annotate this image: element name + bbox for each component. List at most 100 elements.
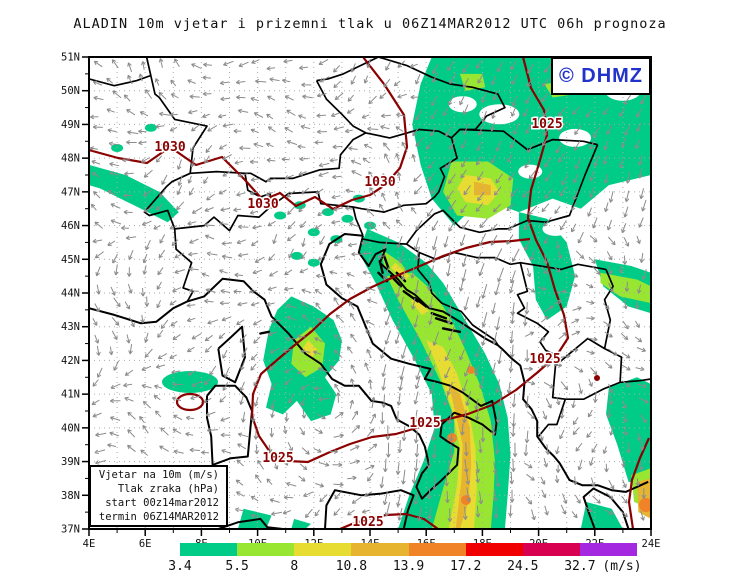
isobar-line <box>627 437 651 529</box>
country-border <box>245 132 367 183</box>
wind-speed-fill <box>144 123 157 132</box>
colorbar-tick-label: 24.5 <box>507 559 539 574</box>
lat-tick-label: 48N <box>61 153 80 165</box>
isobar-label: 1025 <box>409 416 440 431</box>
country-border <box>459 128 598 151</box>
country-border <box>145 57 152 76</box>
wind-speed-fill <box>447 433 457 443</box>
island <box>413 296 428 308</box>
lat-tick-label: 42N <box>61 355 80 367</box>
lat-tick-label: 49N <box>61 119 80 131</box>
lon-tick-label: 24E <box>642 538 661 550</box>
country-border <box>520 261 607 271</box>
lat-tick-label: 39N <box>61 456 80 468</box>
colorbar-tick-label: 10.8 <box>335 559 368 574</box>
isobar-label: 1030 <box>154 140 185 155</box>
country-border <box>316 57 379 82</box>
isobar-label: 1025 <box>531 117 562 132</box>
island <box>259 330 270 335</box>
page-title: ALADIN 10m vjetar i prizemni tlak u 06Z1… <box>73 16 667 32</box>
lat-tick-label: 41N <box>61 389 80 401</box>
island <box>378 259 384 274</box>
wind-speed-colorbar: (m/s) 3.4 5.5 8 10.8 13.9 17.2 24.5 32.7 <box>168 543 660 579</box>
coastline <box>324 489 415 529</box>
lat-tick-label: 43N <box>61 321 80 333</box>
wind-speed-fill <box>162 371 218 393</box>
lat-tick-label: 40N <box>61 422 80 434</box>
isobar-label: 1025 <box>529 352 560 367</box>
info-line-termin: termin 06Z14MAR2012 <box>98 511 219 523</box>
isobar-line <box>594 375 600 381</box>
island <box>382 254 390 269</box>
wind-speed-fill <box>474 181 491 196</box>
colorbar-tick-label: 8 <box>290 559 299 574</box>
coastline <box>217 517 284 529</box>
country-border <box>510 261 557 366</box>
isobar-line <box>250 57 570 464</box>
lat-tick-label: 46N <box>61 220 80 232</box>
colorbar-tick-label: 13.9 <box>392 559 425 574</box>
coastline <box>187 233 498 500</box>
wind-speed-fill <box>302 340 318 359</box>
colorbar-swatch <box>579 543 637 556</box>
lat-tick-label: 51N <box>61 52 80 64</box>
wind-speed-fill <box>291 518 311 529</box>
wind-speed-fill <box>600 272 651 304</box>
wind-speed-fill <box>391 262 410 282</box>
country-border <box>507 144 599 230</box>
colorbar-swatch <box>237 543 295 556</box>
lat-tick-label: 50N <box>61 85 80 97</box>
lon-tick-label: 6E <box>139 538 152 550</box>
fill-hole <box>448 96 477 113</box>
info-line-start: start 00z14mar2012 <box>105 497 219 509</box>
wind-speed-fill <box>518 212 576 320</box>
lat-tick-label: 37N <box>61 523 80 535</box>
wind-speed-fill <box>639 498 651 512</box>
country-border <box>620 378 651 384</box>
colorbar-tick-label: 5.5 <box>225 559 249 574</box>
info-line-pressure: Tlak zraka (hPa) <box>117 483 219 495</box>
fill-hole <box>476 264 500 281</box>
lat-tick-label: 47N <box>61 186 80 198</box>
colorbar-swatches <box>180 543 637 556</box>
colorbar-swatch <box>408 543 466 556</box>
isobar-label: 1030 <box>247 197 278 212</box>
wind-arrows <box>89 58 649 522</box>
fill-hole <box>479 104 520 125</box>
isobar-label: 1025 <box>262 451 293 466</box>
wind-speed-fill <box>467 366 475 374</box>
wind-speed-fill <box>89 164 179 223</box>
colorbar-unit: (m/s) <box>602 559 642 574</box>
wind-speed-fill <box>274 211 287 220</box>
colorbar-tick-label: 3.4 <box>168 559 192 574</box>
coastline <box>89 300 188 325</box>
colorbar-swatch <box>351 543 409 556</box>
country-border <box>89 74 208 174</box>
country-border <box>537 398 567 437</box>
lat-tick-label: 44N <box>61 287 80 299</box>
isobar-line <box>175 392 205 412</box>
country-border <box>269 137 458 213</box>
wind-speed-fill <box>341 214 354 223</box>
coastline <box>357 235 649 493</box>
colorbar-swatch <box>180 543 238 556</box>
colorbar-swatch <box>294 543 352 556</box>
lon-tick-label: 4E <box>83 538 96 550</box>
colorbar-tick-label: 32.7 <box>564 559 596 574</box>
coastline <box>217 325 246 384</box>
lat-tick-label: 38N <box>61 490 80 502</box>
info-line-wind: Vjetar na 10m (m/s) <box>98 469 219 481</box>
isobar-label: 1025 <box>352 515 383 530</box>
lat-tick-label: 45N <box>61 254 80 266</box>
colorbar-tick-label: 17.2 <box>449 559 482 574</box>
colorbar-swatch <box>522 543 580 556</box>
dhmz-logo-text: © DHMZ <box>558 64 644 87</box>
island <box>430 312 448 320</box>
map-info-box: Vjetar na 10m (m/s) Tlak zraka (hPa) sta… <box>89 465 228 527</box>
wind-speed-fill <box>290 251 303 260</box>
country-border <box>362 209 508 245</box>
coastline <box>582 487 630 529</box>
country-border <box>551 337 623 401</box>
